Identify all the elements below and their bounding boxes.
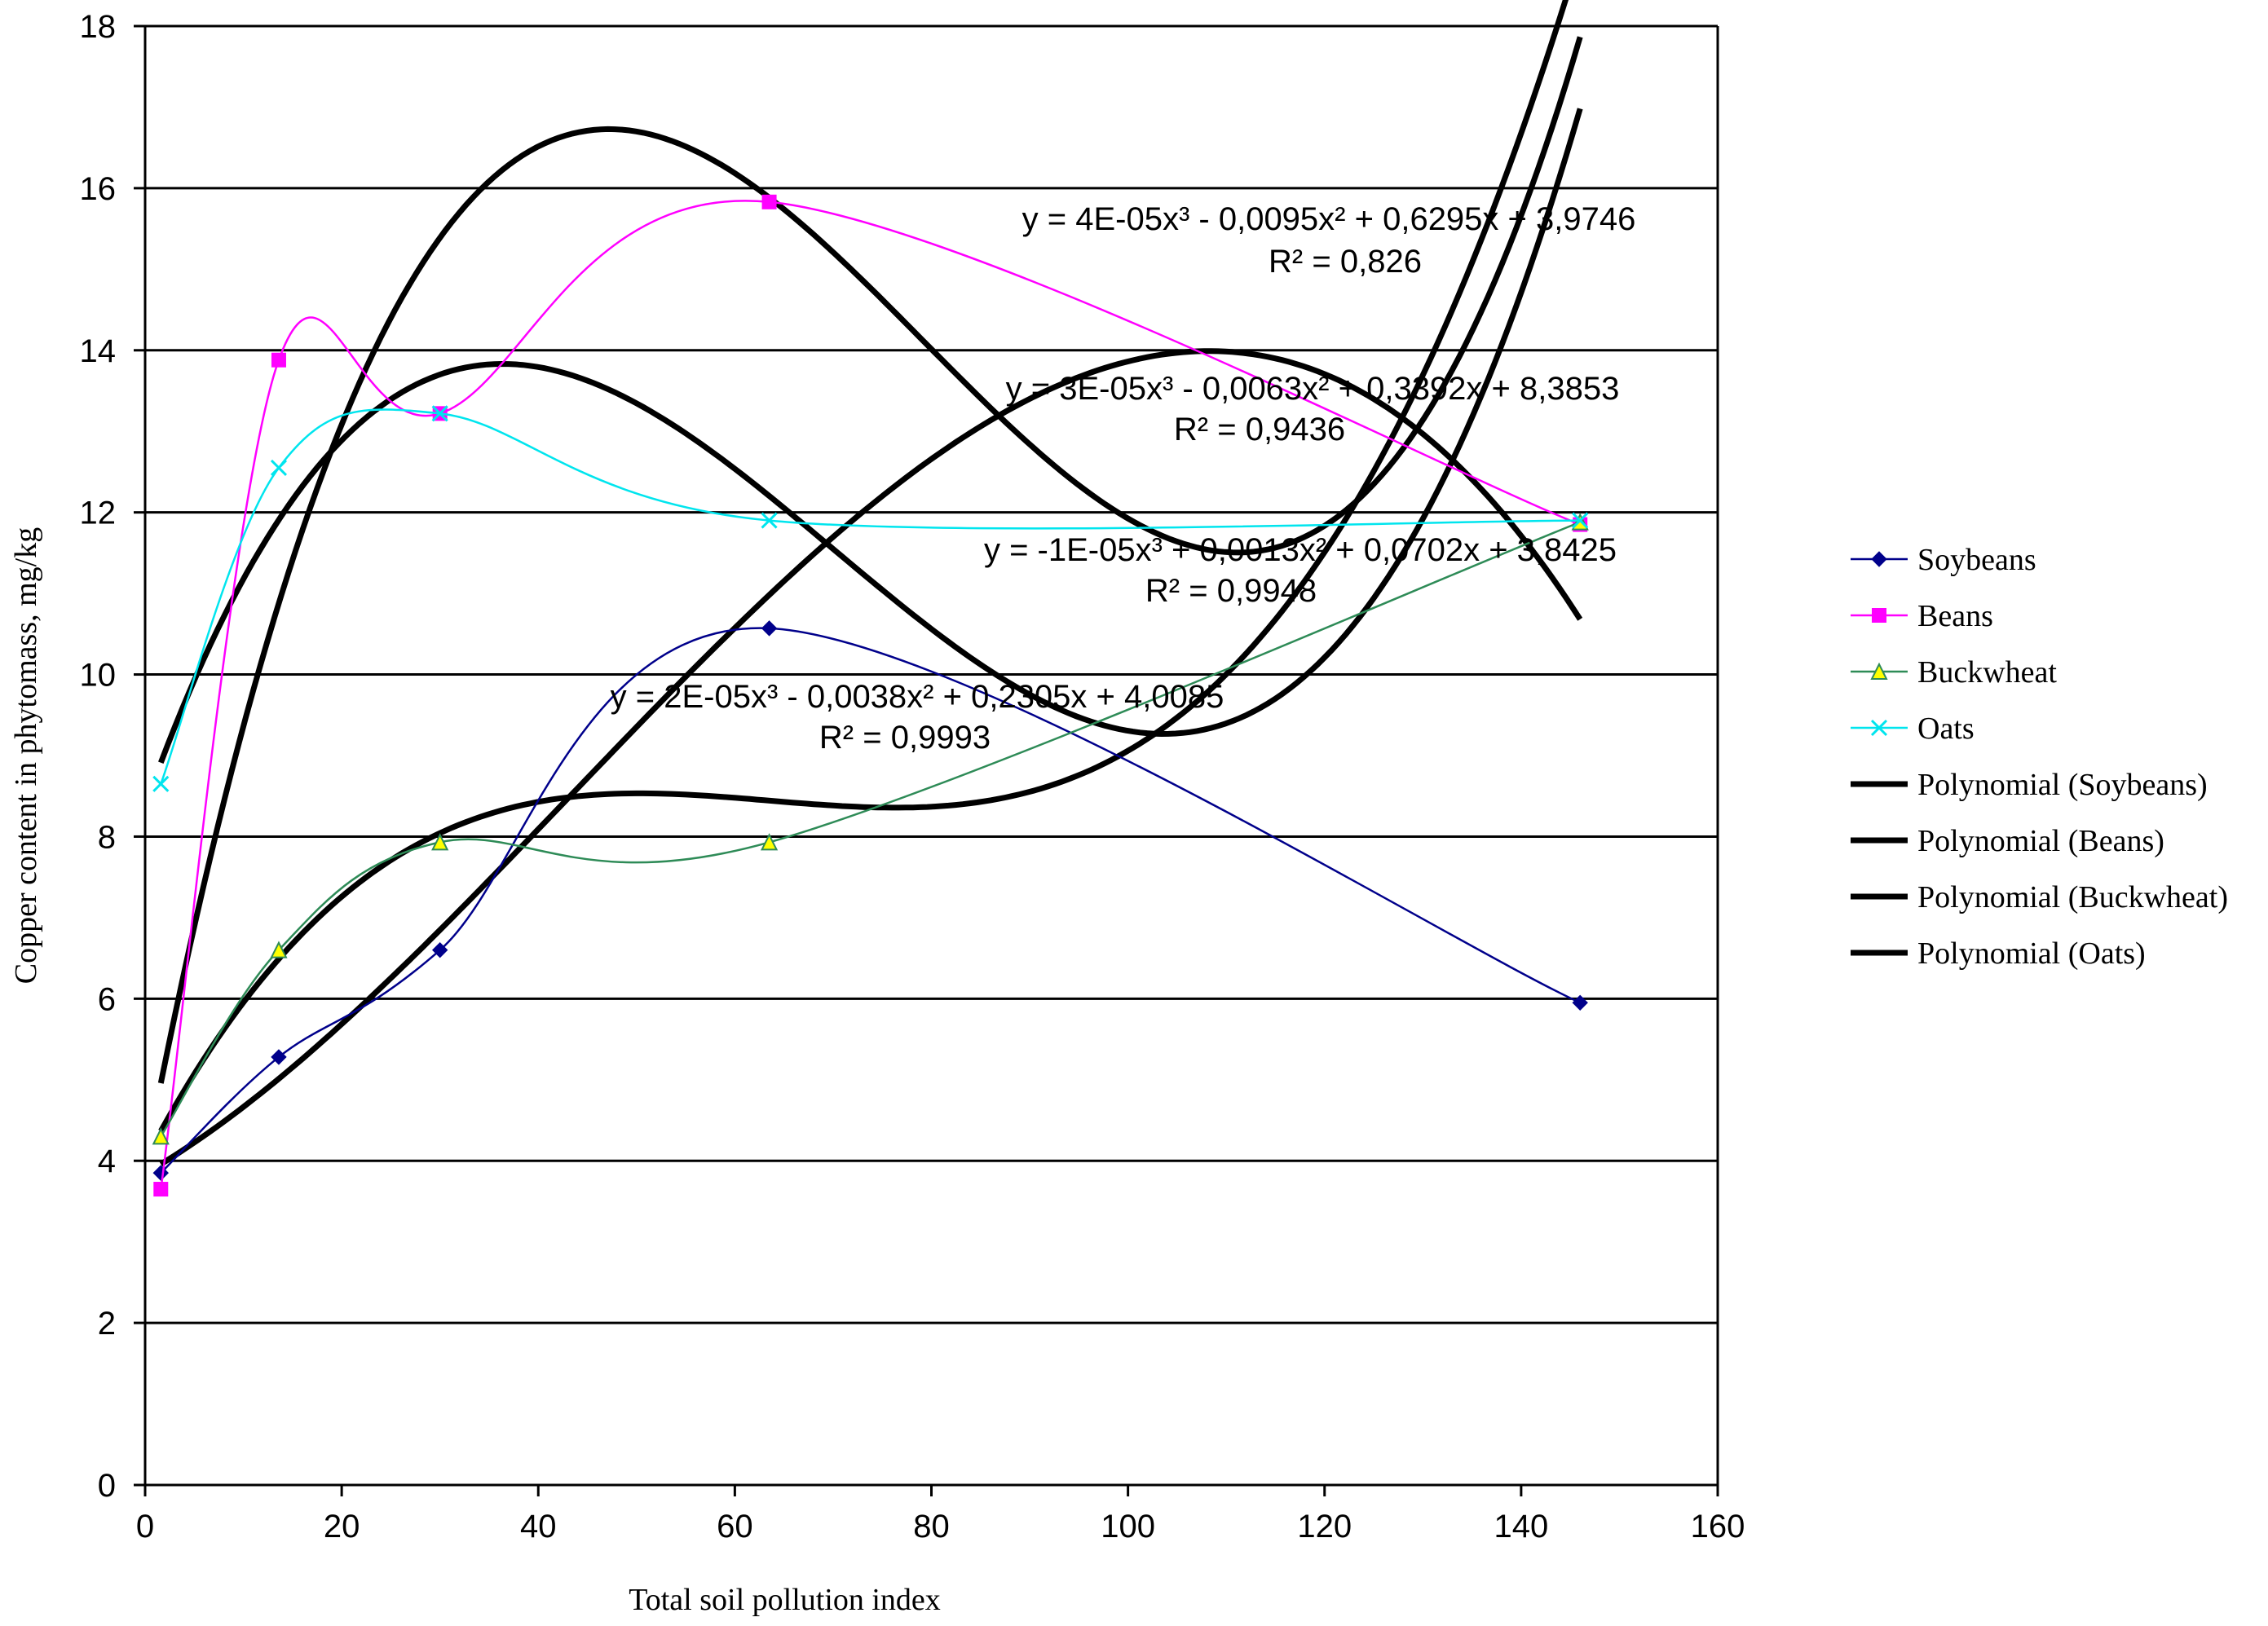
marker-stroke xyxy=(431,405,448,422)
trendline-equation: y = -1E-05x³ + 0,0013x² + 0,0702x + 3,84… xyxy=(984,532,1617,568)
data-point-soybeans xyxy=(152,1165,169,1181)
x-tick-label: 140 xyxy=(1494,1509,1549,1544)
x-axis-title: Total soil pollution index xyxy=(629,1583,941,1617)
trendline-equation: y = 4E-05x³ - 0,0095x² + 0,6295x + 3,974… xyxy=(1022,201,1636,237)
y-tick-label: 16 xyxy=(80,171,117,207)
trendline-r-squared: R² = 0,9993 xyxy=(819,720,991,756)
trendline-polynomial-oats xyxy=(158,108,1583,764)
y-tick-label: 18 xyxy=(80,9,117,45)
data-point-oats xyxy=(761,512,778,529)
y-axis-title: Copper content in phytomass, mg/kg xyxy=(9,527,43,984)
marker-stroke xyxy=(152,775,170,792)
x-tick-label: 120 xyxy=(1297,1509,1352,1544)
data-point-soybeans xyxy=(761,620,778,637)
data-point-beans xyxy=(153,1182,169,1197)
y-tick-label: 6 xyxy=(98,981,116,1017)
y-tick-label: 4 xyxy=(98,1143,116,1179)
trendline-equation: y = 3E-05x³ - 0,0063x² + 0,3392x + 8,385… xyxy=(1006,371,1620,407)
series-line-buckwheat xyxy=(160,521,1581,1138)
legend-marker-soybeans xyxy=(1871,551,1887,567)
legend-label-polynomial-buckwheat: Polynomial (Buckwheat) xyxy=(1917,880,2228,914)
data-point-buckwheat xyxy=(431,833,449,851)
legend-label-beans: Beans xyxy=(1917,599,1993,633)
legend-label-polynomial-soybeans: Polynomial (Soybeans) xyxy=(1917,768,2208,802)
legend-label-soybeans: Soybeans xyxy=(1917,543,2036,577)
x-tick-label: 160 xyxy=(1691,1509,1745,1544)
y-tick-label: 8 xyxy=(98,819,116,855)
x-tick-label: 20 xyxy=(324,1509,360,1544)
marker-stroke xyxy=(1572,512,1589,529)
legend-label-polynomial-beans: Polynomial (Beans) xyxy=(1917,824,2164,858)
trendline-r-squared: R² = 0,826 xyxy=(1269,244,1422,280)
y-tick-label: 14 xyxy=(80,333,117,369)
x-tick-label: 100 xyxy=(1101,1509,1155,1544)
data-point-soybeans xyxy=(1572,994,1588,1011)
y-tick-label: 2 xyxy=(98,1306,116,1342)
marker-stroke xyxy=(270,459,288,477)
data-point-soybeans xyxy=(431,941,448,958)
marker-stroke xyxy=(761,512,778,529)
legend-label-oats: Oats xyxy=(1917,712,1975,746)
marker-stroke xyxy=(1870,719,1888,737)
data-point-buckwheat xyxy=(152,1127,170,1145)
trendline-r-squared: R² = 0,9948 xyxy=(1145,573,1317,609)
data-point-buckwheat xyxy=(760,833,779,851)
y-tick-label: 12 xyxy=(80,496,117,531)
data-point-oats xyxy=(431,405,448,422)
trendline-r-squared: R² = 0,9436 xyxy=(1174,412,1345,447)
data-point-oats xyxy=(1572,512,1589,529)
x-tick-label: 80 xyxy=(913,1509,950,1544)
x-tick-label: 60 xyxy=(717,1509,753,1544)
trendline-polynomial-buckwheat xyxy=(159,348,1583,1167)
trendline-polynomial-beans xyxy=(157,36,1583,1084)
legend-marker-oats xyxy=(1870,719,1888,737)
legend-marker-beans xyxy=(1872,608,1886,623)
y-tick-label: 0 xyxy=(98,1468,116,1504)
legend-marker-buckwheat xyxy=(1870,662,1888,680)
data-point-beans xyxy=(761,194,777,209)
legend-label-polynomial-oats: Polynomial (Oats) xyxy=(1917,936,2146,971)
trendline-equation: y = 2E-05x³ - 0,0038x² + 0,2305x + 4,008… xyxy=(611,679,1224,715)
data-point-soybeans xyxy=(271,1049,287,1065)
series-line-oats xyxy=(160,408,1581,785)
data-point-oats xyxy=(152,775,170,792)
legend-label-buckwheat: Buckwheat xyxy=(1917,655,2057,690)
data-point-beans xyxy=(271,352,286,368)
x-tick-label: 0 xyxy=(136,1509,154,1544)
y-tick-label: 10 xyxy=(80,658,117,694)
data-point-buckwheat xyxy=(270,941,288,958)
data-point-oats xyxy=(270,459,288,477)
x-tick-label: 40 xyxy=(520,1509,557,1544)
